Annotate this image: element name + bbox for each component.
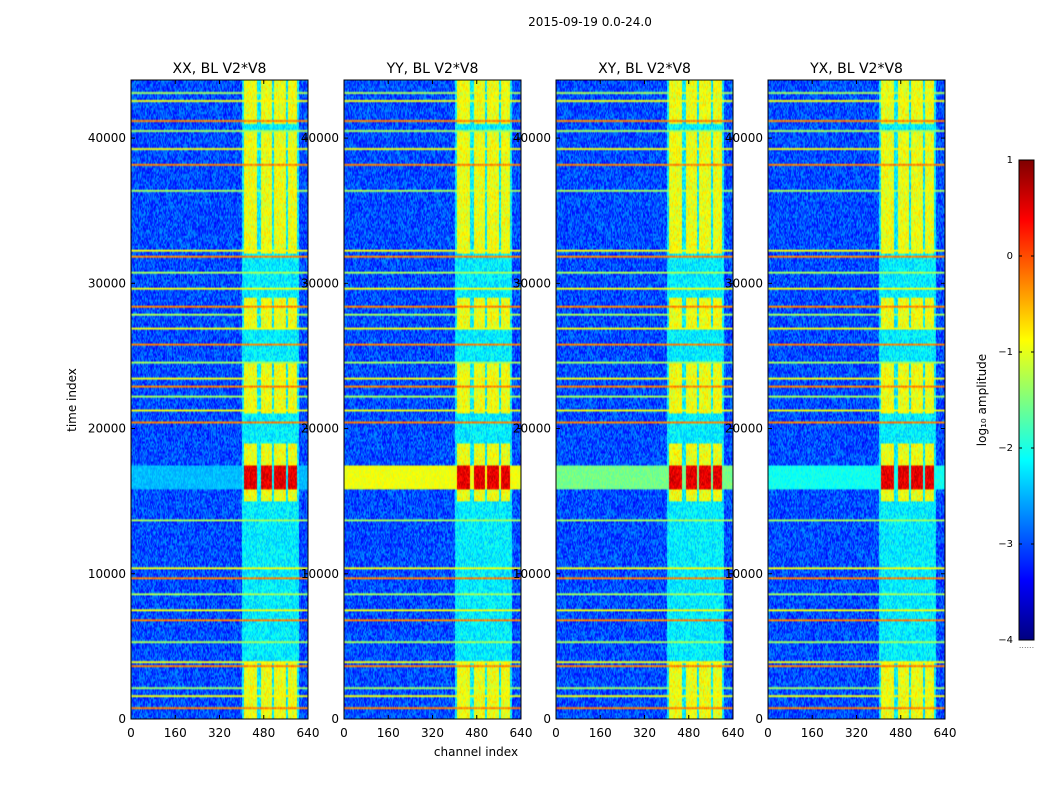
y-tick-label: 30000: [88, 276, 126, 290]
colorbar-tick-label: −3: [998, 539, 1013, 550]
x-tick-label: 0: [340, 726, 348, 740]
x-axis-label: channel index: [434, 745, 518, 759]
panel-title-2: YY, BL V2*V8: [386, 61, 479, 77]
y-tick-label: 20000: [513, 422, 551, 436]
y-tick-label: 30000: [725, 276, 763, 290]
y-tick-label: 40000: [301, 131, 339, 145]
x-tick-label: 320: [633, 726, 656, 740]
x-tick-label: 480: [252, 726, 275, 740]
panel-title-4: YX, BL V2*V8: [809, 61, 903, 77]
colorbar-label: log₁₀ amplitude: [975, 354, 989, 446]
y-tick-label: 40000: [725, 131, 763, 145]
colorbar-gradient: [1018, 159, 1035, 641]
x-tick-label: 480: [677, 726, 700, 740]
figure-title: 2015-09-19 0.0-24.0: [528, 15, 652, 29]
y-tick-label: 10000: [513, 567, 551, 581]
y-tick-label: 10000: [725, 567, 763, 581]
x-tick-label: 160: [377, 726, 400, 740]
x-tick-label: 640: [510, 726, 533, 740]
y-tick-label: 10000: [88, 567, 126, 581]
x-tick-label: 0: [127, 726, 135, 740]
y-tick-label: 20000: [301, 422, 339, 436]
heatmap-image-1: [131, 80, 308, 719]
x-tick-label: 640: [297, 726, 320, 740]
y-tick-label: 40000: [88, 131, 126, 145]
y-tick-label: 0: [118, 712, 126, 726]
colorbar-tick-label: 1: [1007, 155, 1013, 166]
x-tick-label: 160: [801, 726, 824, 740]
panel-3: XY, BL V2*V8 0 160 320 480 640 0 10000 20000 3000…: [513, 61, 745, 740]
x-tick-label: 640: [722, 726, 745, 740]
x-tick-label: 480: [465, 726, 488, 740]
colorbar-tick-label: 0: [1007, 251, 1013, 262]
heatmap-image-3: [556, 80, 733, 719]
y-tick-label: 10000: [301, 567, 339, 581]
x-tick-label: 480: [889, 726, 912, 740]
colorbar-footer: ......: [1019, 641, 1034, 650]
colorbar-tick-label: −1: [998, 347, 1013, 358]
colorbar-tick-label: −4: [998, 635, 1013, 646]
heatmap-image-4: [768, 80, 945, 719]
y-tick-label: 20000: [725, 422, 763, 436]
x-tick-label: 160: [589, 726, 612, 740]
panel-1: XX, BL V2*V8 0 160 320 480 640 0 10000 20000 3000…: [88, 61, 320, 740]
colorbar: 1 0 −1 −2 −3 −4......: [998, 155, 1035, 650]
panel-title-3: XY, BL V2*V8: [598, 61, 691, 77]
y-tick-label: 30000: [513, 276, 551, 290]
y-tick-label: 0: [331, 712, 339, 726]
panels-group: XX, BL V2*V8 0 160 320 480 640 0 10000 20000 3000…: [88, 61, 957, 740]
y-tick-label: 20000: [88, 422, 126, 436]
x-tick-label: 160: [164, 726, 187, 740]
x-tick-label: 0: [764, 726, 772, 740]
y-tick-label: 40000: [513, 131, 551, 145]
panel-2: YY, BL V2*V8 0 160 320 480 640 0 10000 20000 3000…: [301, 61, 533, 740]
x-tick-label: 320: [208, 726, 231, 740]
panel-4: YX, BL V2*V8 0 160 320 480 640 0 10000 20000 3000…: [725, 61, 957, 740]
y-axis-label: time index: [65, 368, 79, 432]
colorbar-tick-label: −2: [998, 443, 1013, 454]
y-tick-label: 0: [755, 712, 763, 726]
x-tick-label: 320: [845, 726, 868, 740]
heatmap-image-2: [344, 80, 521, 719]
x-tick-label: 320: [421, 726, 444, 740]
x-tick-label: 0: [552, 726, 560, 740]
x-tick-label: 640: [934, 726, 957, 740]
y-tick-label: 0: [543, 712, 551, 726]
panel-title-1: XX, BL V2*V8: [173, 61, 267, 77]
y-tick-label: 30000: [301, 276, 339, 290]
